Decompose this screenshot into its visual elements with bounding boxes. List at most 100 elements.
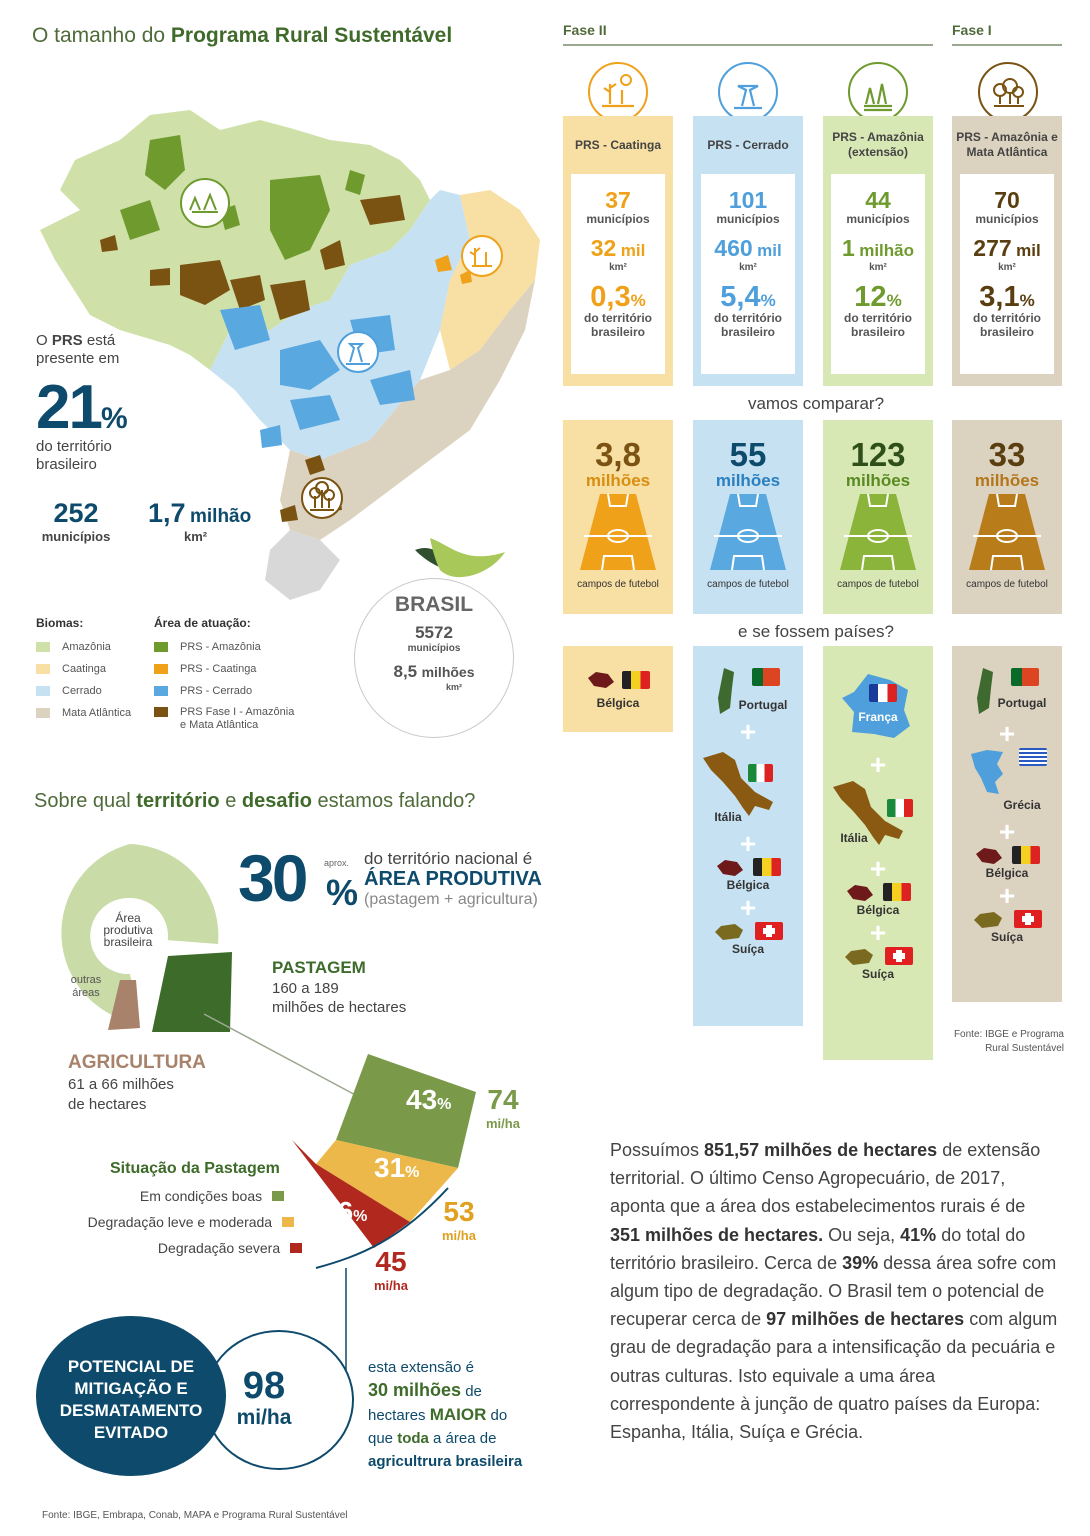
situacao-item-1: Em condições boas	[60, 1188, 284, 1204]
brasil-area-unit: milhões	[421, 664, 475, 680]
area-prod-line2: ÁREA PRODUTIVA	[364, 868, 542, 890]
field-num-cerrado: 55	[729, 436, 767, 473]
amazonia-biome	[40, 110, 430, 370]
pastagem-slice	[152, 952, 232, 1032]
situacao-title: Situação da Pastagem	[110, 1160, 280, 1177]
agricultura-title: AGRICULTURA	[68, 1052, 206, 1073]
switzerland-shape-icon	[715, 924, 743, 940]
portugal-shape-icon	[977, 668, 993, 714]
portugal-flag-icon	[1011, 668, 1039, 686]
title-prefix: O tamanho do	[32, 24, 171, 47]
column-cerrado-body: 101 municípios 460 mil km² 5,4% do terri…	[701, 174, 795, 374]
legend-label: PRS Fase I - Amazônia	[180, 706, 295, 718]
column-caatinga: PRS - Caatinga 37 municípios 32 mil km² …	[563, 116, 673, 386]
compare-question: vamos comparar?	[747, 394, 885, 413]
brasil-area-sub: km²	[445, 682, 462, 692]
map-municipios-stat: 252 municípios	[36, 498, 116, 544]
legend-item: PRS - Amazônia	[154, 636, 294, 658]
mata-area: 277	[973, 235, 1012, 261]
cerrado-area-sub: km²	[739, 262, 757, 273]
amazonia-area: 1	[841, 235, 855, 261]
legend-item: PRS - Caatinga	[154, 658, 294, 680]
pastagem-fan-chart	[292, 1054, 476, 1269]
text-b2: 351 milhões de hectares.	[610, 1224, 824, 1245]
caatinga-biome	[440, 190, 540, 370]
phase-2-line	[563, 44, 933, 46]
legend-biomas: Biomas: Amazônia Caatinga Cerrado Mata A…	[36, 616, 131, 724]
soccer-field-icon	[580, 493, 656, 571]
legend-swatch	[36, 642, 50, 652]
area-prod-pct: 30	[238, 840, 308, 916]
intro-prs: PRS	[51, 332, 83, 349]
legend-biomas-title: Biomas:	[36, 616, 84, 630]
cerrado-area: 460	[714, 235, 753, 261]
intro-o: O	[36, 332, 52, 349]
fan-p3-value: 26	[322, 1196, 354, 1227]
amazonia-area-unit: milhão	[859, 241, 915, 260]
field-unit-amazonia: milhões	[845, 471, 911, 490]
field-card-amazonia: 123 milhões campos de futebol	[823, 420, 933, 614]
countries-caatinga: Bélgica	[563, 646, 673, 732]
legend-item: Amazônia	[36, 636, 131, 658]
legend-label: Cerrado	[62, 685, 102, 697]
sec2-bold-2: desafio	[241, 790, 312, 812]
donut-outras-label: outras áreas	[70, 974, 102, 999]
legend-swatch	[36, 686, 50, 696]
field-cap-caatinga: campos de futebol	[577, 579, 659, 590]
intro-rest: está presente em	[36, 332, 120, 367]
extensao-g: que	[368, 1430, 398, 1447]
section-2-title: Sobre qual território e desafio estamos …	[34, 790, 475, 813]
prs-pct-caption: do território brasileiro	[36, 438, 112, 473]
switzerland-flag-icon	[1014, 910, 1042, 928]
caatinga-icon	[588, 62, 648, 122]
belgium-shape-icon	[847, 885, 873, 901]
fan-p1-value: 43	[406, 1084, 438, 1115]
text-b4: 39%	[842, 1252, 879, 1273]
map-municipios-num: 252	[53, 498, 99, 528]
italy-shape-icon	[703, 752, 773, 816]
amazonia-pct: 12	[854, 281, 887, 313]
sec2-prefix: Sobre qual	[34, 790, 137, 812]
legend-swatch	[154, 642, 168, 652]
legend-item: Mata Atlântica	[36, 702, 131, 724]
plus-sign: +	[739, 828, 757, 859]
area-prod-pct-sign: %	[326, 872, 359, 913]
country-name: Suíça	[990, 930, 1023, 944]
donut-center-label: Área produtiva brasileira	[103, 911, 153, 949]
agricultura-line1: 61 a 66 milhões	[68, 1076, 174, 1093]
source-bottom: Fonte: IBGE, Embrapa, Conab, MAPA e Prog…	[42, 1510, 348, 1521]
phase-2-label: Fase II	[563, 22, 607, 38]
fan-p3-sign: %	[353, 1208, 368, 1225]
page-title: O tamanho do Programa Rural Sustentável	[32, 24, 452, 48]
area-prod-line1: do território nacional é	[364, 849, 533, 868]
column-amazonia-title: PRS - Amazônia (extensão)	[832, 130, 924, 159]
italy-flag-icon	[747, 764, 773, 782]
cerrado-mun-label: municípios	[716, 212, 780, 226]
text-t3: Ou seja,	[823, 1224, 901, 1245]
country-name: França	[858, 710, 898, 724]
amazonia-icon	[848, 62, 908, 122]
fan-p2-sign: %	[405, 1164, 420, 1181]
cerrado-pct: 5,4	[720, 281, 761, 313]
switzerland-shape-icon	[974, 912, 1002, 928]
field-cap-cerrado: campos de futebol	[707, 579, 789, 590]
text-t2: de extensão territorial. O último Censo …	[610, 1140, 1041, 1217]
column-caatinga-title: PRS - Caatinga	[574, 137, 661, 152]
map-area-unit: milhão	[190, 506, 252, 527]
title-bold: Programa Rural Sustentável	[170, 24, 453, 47]
text-b1: 851,57 milhões de hectares	[704, 1140, 938, 1160]
belgium-shape-icon	[717, 860, 743, 876]
brasil-mun-num: 5572	[415, 623, 453, 642]
fan-v1-unit: mi/ha	[486, 1116, 520, 1131]
amazonia-mun-label: municípios	[846, 212, 910, 226]
description-text: Possuímos 851,57 milhões de hectares de …	[610, 1136, 1060, 1446]
fan-p2: 31%	[374, 1152, 419, 1184]
belgium-shape-icon	[588, 672, 614, 688]
brasil-logo-icon	[415, 538, 505, 578]
belgium-flag-icon	[753, 858, 781, 876]
prs-pct-value: 21	[36, 373, 103, 442]
country-name: Portugal	[738, 698, 788, 712]
plus-sign: +	[869, 853, 887, 884]
mitig-unit: mi/ha	[236, 1406, 292, 1429]
column-caatinga-body: 37 municípios 32 mil km² 0,3% do territó…	[571, 174, 665, 374]
